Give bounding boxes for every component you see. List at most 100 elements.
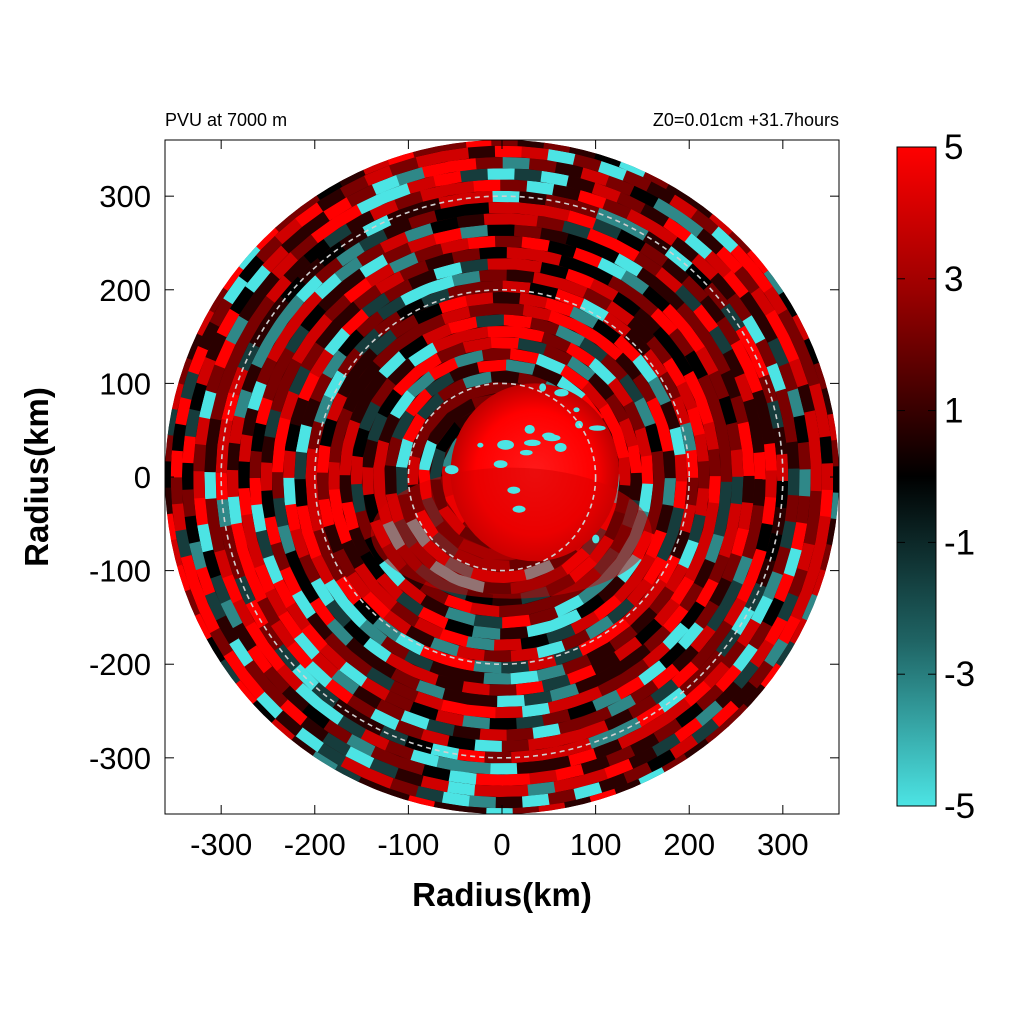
field-cell	[335, 575, 362, 606]
field-cell	[241, 362, 262, 393]
field-cell	[502, 156, 531, 170]
field-cell	[389, 251, 420, 274]
field-cell	[395, 437, 414, 468]
field-cell	[506, 246, 536, 261]
field-cell	[753, 479, 766, 508]
field-cell	[432, 331, 464, 353]
field-cell	[323, 293, 352, 322]
field-cell	[723, 597, 747, 628]
field-cell	[680, 324, 706, 354]
field-cell	[778, 333, 800, 364]
field-cell	[328, 433, 345, 463]
field-cell	[488, 684, 517, 696]
field-cell	[645, 423, 663, 454]
field-cell	[679, 504, 697, 535]
field-cell	[350, 482, 366, 513]
field-cell	[309, 372, 333, 403]
field-cell	[743, 398, 761, 429]
field-cell	[255, 691, 283, 719]
field-cell	[664, 563, 689, 594]
field-cell	[597, 257, 628, 281]
field-cell	[651, 663, 680, 690]
field-cell	[390, 601, 420, 628]
field-cell	[521, 236, 551, 252]
field-cell	[460, 681, 490, 696]
field-cell	[505, 359, 537, 375]
range-ring	[313, 288, 691, 666]
field-cell	[255, 528, 274, 559]
field-cell	[330, 669, 360, 695]
field-cell	[296, 504, 313, 534]
field-cell	[271, 443, 286, 473]
field-cell	[279, 698, 308, 726]
field-cell	[171, 502, 187, 532]
range-ring	[220, 195, 784, 759]
field-cell	[515, 326, 546, 343]
field-cell	[360, 676, 390, 701]
field-cell	[546, 696, 577, 714]
field-cell	[638, 483, 654, 514]
field-cell	[509, 647, 539, 663]
field-cell	[464, 381, 496, 400]
field-cell	[660, 400, 681, 431]
field-cell	[669, 328, 695, 358]
field-cell	[301, 210, 331, 237]
field-cell	[415, 313, 447, 336]
field-cell	[627, 316, 656, 345]
field-cell	[439, 699, 470, 717]
field-cell	[662, 303, 690, 332]
field-cell	[776, 453, 789, 483]
field-cell	[279, 357, 302, 388]
field-cell	[479, 246, 508, 259]
core-speck	[543, 434, 561, 442]
field-cell	[289, 396, 309, 427]
field-cell	[696, 228, 725, 256]
field-cell	[711, 700, 739, 728]
field-cell	[515, 760, 545, 775]
field-cell	[580, 167, 611, 187]
field-cell	[684, 350, 709, 381]
field-cell	[311, 554, 334, 585]
field-cell	[620, 659, 650, 685]
field-cell	[343, 277, 373, 304]
field-cell	[436, 341, 467, 363]
field-cell	[429, 446, 446, 480]
field-cell	[529, 282, 560, 300]
field-cell	[708, 370, 730, 401]
field-cell	[388, 680, 419, 703]
field-cell	[641, 642, 671, 669]
field-cell	[511, 806, 540, 814]
field-cell	[293, 631, 320, 660]
field-cell	[196, 522, 214, 553]
field-cell	[551, 609, 582, 632]
field-cell	[227, 495, 242, 525]
field-cell	[605, 745, 636, 767]
field-cell	[694, 700, 723, 728]
field-cell	[483, 213, 512, 225]
top-labels: PVU at 7000 m Z0=0.01cm +31.7hours	[165, 110, 839, 130]
core-speck	[573, 407, 580, 413]
field-cell	[364, 666, 395, 691]
field-cell	[451, 247, 482, 264]
field-cell	[238, 254, 265, 283]
field-cell	[439, 388, 471, 414]
field-cell	[245, 264, 272, 293]
field-cell	[375, 698, 405, 721]
field-cell	[525, 620, 556, 638]
field-cell	[621, 644, 651, 670]
field-cell	[799, 469, 811, 498]
field-cell	[345, 733, 376, 757]
field-cell	[646, 749, 676, 773]
field-cell	[641, 455, 654, 486]
field-cell	[375, 572, 404, 601]
field-cell	[295, 423, 313, 453]
field-cell	[652, 718, 683, 744]
field-cell	[229, 285, 255, 315]
field-cell	[522, 304, 553, 322]
field-cell	[351, 426, 370, 458]
field-cell	[324, 326, 351, 356]
field-cell	[390, 313, 420, 339]
field-cell	[393, 767, 424, 787]
field-cell	[732, 643, 758, 673]
field-cell	[428, 660, 459, 680]
